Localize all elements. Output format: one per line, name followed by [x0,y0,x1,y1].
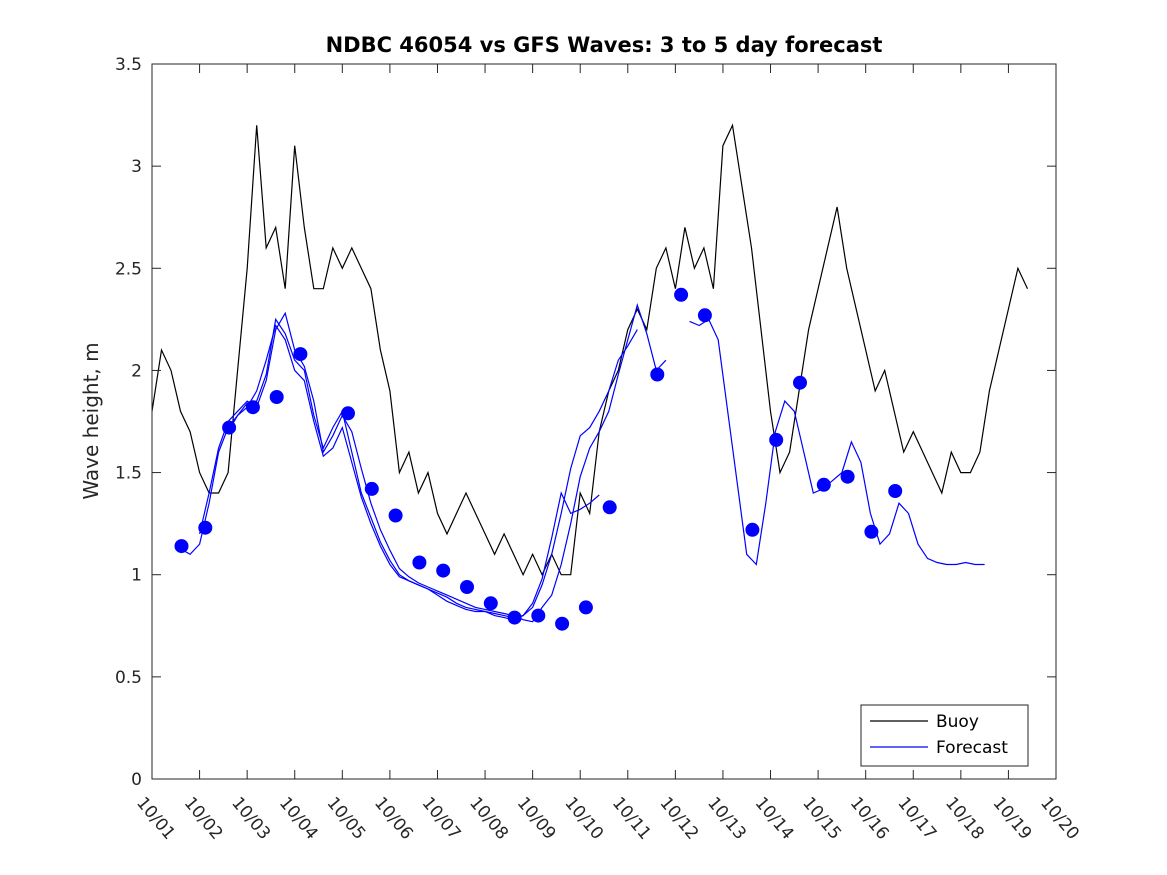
forecast-marker [222,420,237,435]
forecast-marker [578,600,593,615]
y-tick-label: 0 [131,770,142,790]
y-tick-label: 2 [131,361,142,381]
y-tick-label: 1 [131,566,142,586]
forecast-marker [555,616,570,631]
forecast-marker [293,347,308,362]
forecast-line [689,318,985,566]
forecast-marker [650,367,665,382]
forecast-marker [864,524,879,539]
forecast-marker [436,563,451,578]
forecast-marker [364,481,379,496]
forecast-marker [769,432,784,447]
forecast-marker [888,484,903,498]
legend-box [860,704,1029,767]
legend-forecast-label: Forecast [936,738,1008,758]
forecast-marker [745,522,760,537]
forecast-marker [174,539,189,554]
forecast-markers [174,287,903,631]
buoy-line [151,123,1029,577]
forecast-line [227,317,600,621]
forecast-series [182,303,985,623]
forecast-marker [602,500,617,515]
forecast-marker [269,390,284,404]
forecast-marker [198,520,213,535]
forecast-marker [341,406,355,421]
forecast-marker [840,469,855,484]
forecast-marker [531,608,546,623]
forecast-marker [793,375,807,390]
y-axis-title: Wave height, m [79,342,103,499]
y-tick-label: 3.5 [115,55,142,75]
forecast-line [199,303,667,623]
y-tick-label: 1.5 [115,464,142,484]
y-tick-label: 0.5 [115,668,142,688]
legend: Buoy Forecast [860,704,1029,767]
forecast-marker [507,610,522,625]
forecast-marker [388,508,403,523]
y-tick-label: 3 [131,157,142,177]
forecast-marker [674,287,689,302]
forecast-marker [460,580,474,594]
legend-buoy-label: Buoy [936,712,979,732]
chart-title: NDBC 46054 vs GFS Waves: 3 to 5 day fore… [326,33,883,57]
buoy-series [151,123,1029,577]
forecast-marker [697,308,712,323]
y-tick-label: 2.5 [115,259,142,279]
plot-frame [151,63,1057,780]
forecast-marker [816,477,831,492]
forecast-marker [412,555,427,570]
forecast-marker [483,596,498,611]
forecast-marker [245,400,260,415]
